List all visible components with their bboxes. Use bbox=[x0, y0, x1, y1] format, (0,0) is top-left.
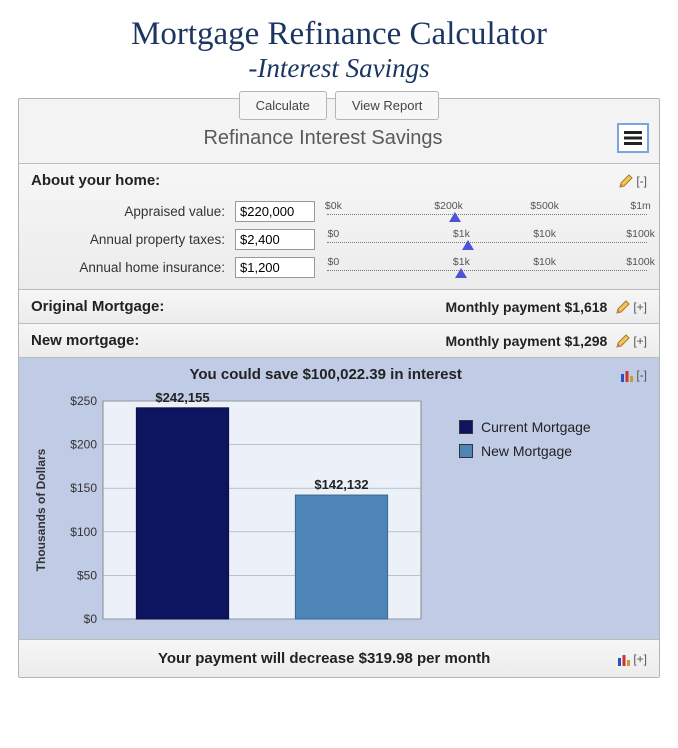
svg-text:$150: $150 bbox=[70, 481, 97, 495]
slider-marker[interactable] bbox=[462, 240, 474, 250]
original-mortgage-section: Original Mortgage: Monthly payment $1,61… bbox=[19, 289, 659, 323]
pencil-icon[interactable] bbox=[616, 300, 630, 314]
svg-text:$100: $100 bbox=[70, 525, 97, 539]
new-mortgage-section: New mortgage: Monthly payment $1,298 [+] bbox=[19, 323, 659, 357]
slider[interactable]: $0k $200k $500k $1m bbox=[327, 200, 647, 222]
original-title: Original Mortgage: bbox=[31, 298, 445, 315]
menu-button[interactable] bbox=[617, 123, 649, 153]
field-label: Annual property taxes: bbox=[31, 232, 235, 247]
svg-text:$0: $0 bbox=[84, 612, 98, 626]
chart-type-icon[interactable] bbox=[617, 652, 631, 666]
about-row: Annual home insurance:$0$1k$10k$100k bbox=[31, 253, 647, 281]
field-input[interactable] bbox=[235, 229, 315, 250]
svg-text:$200: $200 bbox=[70, 438, 97, 452]
slider-marker[interactable] bbox=[449, 212, 461, 222]
calc-title: Refinance Interest Savings bbox=[29, 127, 617, 150]
slider-marker[interactable] bbox=[455, 268, 467, 278]
slider-tick: $100k bbox=[626, 228, 655, 240]
about-toggle[interactable]: [-] bbox=[636, 174, 647, 188]
legend-item: Current Mortgage bbox=[459, 419, 647, 435]
view-report-button[interactable]: View Report bbox=[335, 91, 440, 120]
field-label: Appraised value: bbox=[31, 204, 235, 219]
calculator-panel: Calculate View Report Refinance Interest… bbox=[18, 98, 660, 678]
footer-message: Your payment will decrease $319.98 per m… bbox=[31, 650, 617, 667]
slider-tick: $1k bbox=[453, 228, 470, 240]
savings-chart-panel: You could save $100,022.39 in interest [… bbox=[19, 357, 659, 639]
about-title: About your home: bbox=[31, 172, 616, 189]
slider-tick: $200k bbox=[434, 200, 463, 212]
slider-tick: $10k bbox=[533, 256, 556, 268]
chart-legend: Current Mortgage New Mortgage bbox=[431, 389, 647, 633]
field-input[interactable] bbox=[235, 201, 315, 222]
about-section: About your home: [-] Appraised value: $0k… bbox=[19, 163, 659, 289]
interest-chart: Thousands of Dollars $0 $50 $100 $150 $200 $25… bbox=[31, 389, 431, 633]
calculate-button[interactable]: Calculate bbox=[239, 91, 327, 120]
slider-tick: $0k bbox=[325, 200, 342, 212]
slider[interactable]: $0$1k$10k$100k bbox=[327, 256, 647, 278]
page-subtitle: -Interest Savings bbox=[18, 53, 660, 84]
pencil-icon[interactable] bbox=[616, 334, 630, 348]
slider-tick: $500k bbox=[530, 200, 559, 212]
page-title: Mortgage Refinance Calculator bbox=[18, 16, 660, 53]
field-label: Annual home insurance: bbox=[31, 260, 235, 275]
calc-header: Refinance Interest Savings bbox=[19, 119, 659, 163]
new-title: New mortgage: bbox=[31, 332, 445, 349]
top-button-bar: Calculate View Report bbox=[19, 91, 659, 120]
pencil-icon[interactable] bbox=[619, 174, 633, 188]
new-toggle[interactable]: [+] bbox=[633, 334, 647, 348]
legend-label: New Mortgage bbox=[481, 443, 572, 459]
svg-text:$242,155: $242,155 bbox=[155, 390, 209, 405]
slider[interactable]: $0$1k$10k$100k bbox=[327, 228, 647, 250]
legend-swatch bbox=[459, 420, 473, 434]
legend-swatch bbox=[459, 444, 473, 458]
chart-type-icon[interactable] bbox=[620, 368, 634, 382]
about-row: Appraised value: $0k $200k $500k $1m bbox=[31, 197, 647, 225]
slider-tick: $1m bbox=[630, 200, 650, 212]
svg-text:$250: $250 bbox=[70, 394, 97, 408]
slider-tick: $10k bbox=[533, 228, 556, 240]
legend-item: New Mortgage bbox=[459, 443, 647, 459]
field-input[interactable] bbox=[235, 257, 315, 278]
slider-tick: $0 bbox=[328, 228, 340, 240]
slider-tick: $100k bbox=[626, 256, 655, 268]
new-payment: Monthly payment $1,298 bbox=[445, 333, 607, 349]
original-toggle[interactable]: [+] bbox=[633, 300, 647, 314]
footer-section: Your payment will decrease $319.98 per m… bbox=[19, 639, 659, 677]
savings-toggle[interactable]: [-] bbox=[636, 368, 647, 382]
footer-toggle[interactable]: [+] bbox=[633, 652, 647, 666]
legend-label: Current Mortgage bbox=[481, 419, 591, 435]
slider-tick: $0 bbox=[328, 256, 340, 268]
about-row: Annual property taxes:$0$1k$10k$100k bbox=[31, 225, 647, 253]
svg-text:$142,132: $142,132 bbox=[314, 477, 368, 492]
savings-headline: You could save $100,022.39 in interest bbox=[31, 366, 620, 383]
svg-text:Thousands of Dollars: Thousands of Dollars bbox=[34, 448, 48, 571]
svg-text:$50: $50 bbox=[77, 568, 97, 582]
slider-tick: $1k bbox=[453, 256, 470, 268]
original-payment: Monthly payment $1,618 bbox=[445, 299, 607, 315]
